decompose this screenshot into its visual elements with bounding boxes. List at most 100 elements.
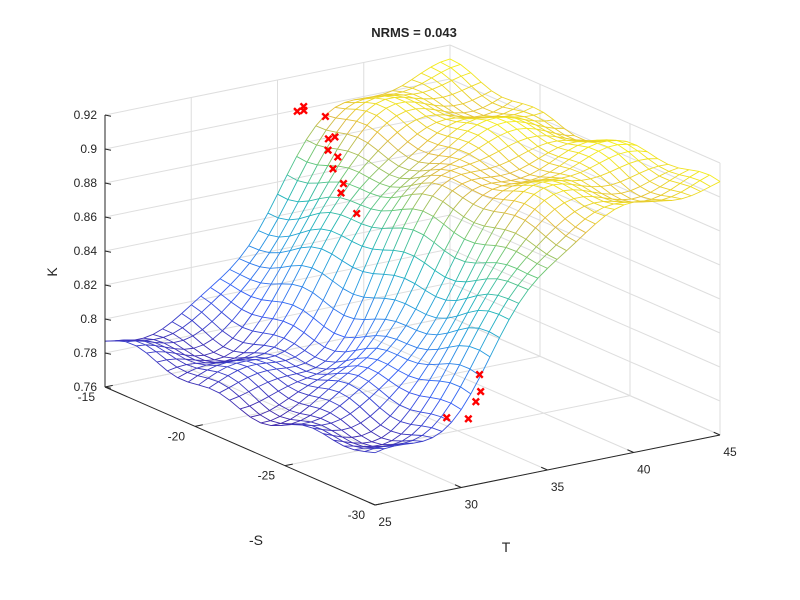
mesh-line [365,103,377,112]
mesh-line [699,171,710,176]
mesh-line [441,178,452,186]
mesh-line [513,190,524,192]
mesh-line [527,137,539,147]
mesh-line [339,197,351,201]
mesh-line [536,128,547,137]
mesh-line [322,280,334,301]
mesh-line [327,148,338,166]
mesh-line [417,347,428,351]
mesh-line [421,77,432,84]
mesh-line [588,156,600,164]
mesh-line [657,158,669,165]
mesh-line [380,186,391,198]
mesh-line [582,189,593,193]
mesh-line [441,170,452,176]
mesh-line [493,199,504,212]
mesh-line [377,350,388,360]
mesh-line [627,143,638,152]
mesh-line [333,315,345,334]
mesh-line [538,158,550,164]
mesh-line [156,359,167,363]
mesh-line [658,163,669,167]
mesh-line [508,160,520,170]
mesh-line [265,355,276,359]
mesh-line [358,160,369,173]
mesh-line [640,191,651,198]
mesh-line [153,339,165,344]
mesh-line [481,185,493,190]
mesh-line [353,445,364,449]
mesh-line [183,348,195,357]
mesh-line [513,200,525,204]
mesh-line [239,405,250,410]
mesh-line [607,140,618,146]
mesh-line [401,194,412,197]
mesh-line [347,372,359,377]
mesh-line [518,155,530,165]
mesh-line [260,422,272,426]
mesh-line [487,293,499,296]
mesh-line [463,203,474,218]
mesh-line [425,296,437,315]
measured-point [299,102,308,111]
mesh-line [668,167,679,172]
mesh-line [306,161,318,166]
mesh-line [250,416,261,424]
marker-stroke [328,164,338,173]
mesh-line [335,350,346,353]
mesh-line [473,208,484,223]
mesh-line [525,122,537,130]
mesh-line [324,332,335,348]
mesh-line [610,184,622,194]
mesh-line [218,392,230,401]
mesh-line [266,370,278,379]
mesh-line [445,117,456,120]
mesh-line [355,108,367,112]
mesh-line [461,183,473,191]
mesh-line [348,167,360,173]
mesh-line [210,293,222,304]
mesh-line [393,444,404,446]
mesh-line [463,216,475,224]
mesh-line [292,286,303,306]
mesh-line [405,101,416,110]
mesh-line [595,215,606,225]
measured-point [324,146,333,155]
mesh-line [420,174,431,178]
y-axis-line [104,386,376,506]
mesh-line [338,380,349,385]
mesh-line [452,190,464,199]
mesh-line [329,181,340,198]
mesh-line [590,175,601,180]
mesh-line [579,156,590,164]
mesh-line [248,386,259,392]
mesh-line [546,244,557,255]
mesh-line [301,265,312,269]
mesh-line [498,145,509,152]
mesh-line [503,199,514,202]
mesh-line [218,375,229,383]
mesh-line [257,212,269,231]
mesh-line [350,200,361,206]
mesh-line [398,386,410,394]
mesh-line [238,376,249,383]
mesh-line [434,109,446,116]
mesh-line [296,373,308,379]
mesh-line [451,75,462,81]
mesh-line [185,358,197,364]
mesh-line [173,342,185,350]
mesh-line [406,119,417,126]
mesh-line [419,169,431,172]
mesh-line [515,232,527,240]
mesh-line [445,280,457,301]
mesh-line [200,295,212,304]
mesh-line [163,342,175,350]
mesh-line [470,72,482,83]
mesh-line [549,171,561,175]
mesh-line [298,385,309,393]
mesh-line [253,343,264,346]
mesh-line [473,203,484,210]
tick-mark [104,352,112,355]
mesh-line [336,131,348,135]
mesh-line [629,172,640,179]
